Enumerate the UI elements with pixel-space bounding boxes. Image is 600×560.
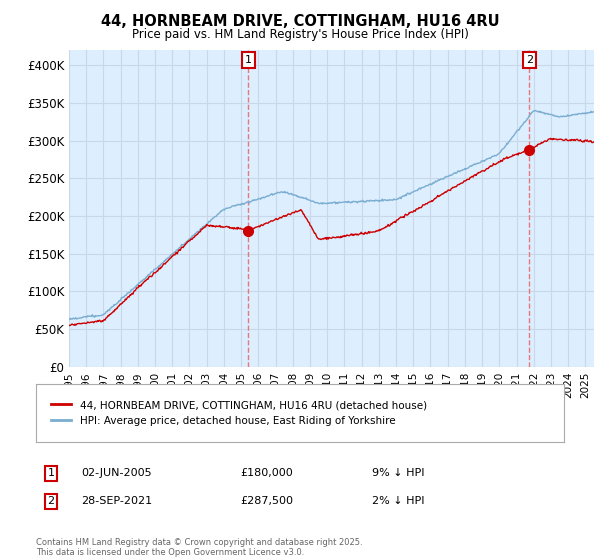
Text: 2: 2	[526, 55, 533, 65]
Text: 1: 1	[47, 468, 55, 478]
Legend: 44, HORNBEAM DRIVE, COTTINGHAM, HU16 4RU (detached house), HPI: Average price, d: 44, HORNBEAM DRIVE, COTTINGHAM, HU16 4RU…	[46, 396, 431, 430]
Text: 28-SEP-2021: 28-SEP-2021	[81, 496, 152, 506]
Text: 9% ↓ HPI: 9% ↓ HPI	[372, 468, 425, 478]
Text: £180,000: £180,000	[240, 468, 293, 478]
Text: 2: 2	[47, 496, 55, 506]
Text: 02-JUN-2005: 02-JUN-2005	[81, 468, 152, 478]
Text: 1: 1	[245, 55, 252, 65]
Text: Price paid vs. HM Land Registry's House Price Index (HPI): Price paid vs. HM Land Registry's House …	[131, 28, 469, 41]
Text: 44, HORNBEAM DRIVE, COTTINGHAM, HU16 4RU: 44, HORNBEAM DRIVE, COTTINGHAM, HU16 4RU	[101, 14, 499, 29]
Text: £287,500: £287,500	[240, 496, 293, 506]
Text: 2% ↓ HPI: 2% ↓ HPI	[372, 496, 425, 506]
Text: Contains HM Land Registry data © Crown copyright and database right 2025.
This d: Contains HM Land Registry data © Crown c…	[36, 538, 362, 557]
